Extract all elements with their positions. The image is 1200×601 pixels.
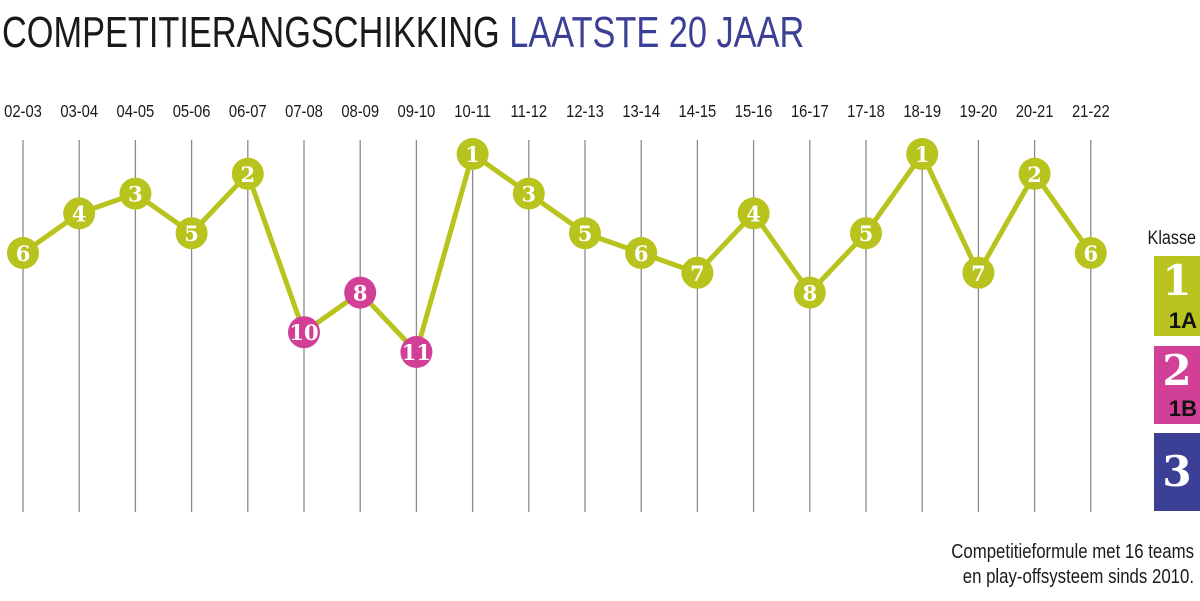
- season-label-14-15: 14-15: [679, 102, 717, 122]
- season-label-12-13: 12-13: [566, 102, 604, 122]
- season-label-17-18: 17-18: [847, 102, 885, 122]
- rank-label-10-11: 1: [465, 142, 480, 167]
- rank-point-14-15: [681, 256, 714, 289]
- season-label-09-10: 09-10: [398, 102, 436, 122]
- rank-point-18-19: [906, 138, 939, 170]
- rank-point-07-08: [288, 316, 320, 349]
- legend-number-2: 2: [1162, 346, 1192, 395]
- rank-label-16-17: 8: [802, 281, 817, 306]
- rank-point-21-22: [1074, 237, 1107, 269]
- legend-sub-1b: 1B: [1168, 396, 1197, 421]
- rank-point-08-09: [344, 276, 377, 309]
- legend-sub-1a: 1A: [1168, 308, 1197, 333]
- legend-swatch-klasse-1: 1 1A: [1154, 256, 1200, 336]
- legend-title: Klasse: [1147, 228, 1196, 249]
- chart-title: COMPETITIERANGSCHIKKING LAATSTE 20 JAAR: [2, 8, 804, 58]
- rank-label-02-03: 6: [16, 241, 31, 266]
- rank-label-20-21: 2: [1027, 162, 1042, 187]
- rank-label-09-10: 11: [402, 340, 431, 365]
- rank-label-04-05: 3: [128, 182, 143, 207]
- season-label-20-21: 20-21: [1016, 102, 1054, 122]
- rank-point-09-10: [400, 336, 433, 368]
- rank-point-12-13: [569, 217, 601, 250]
- season-label-16-17: 16-17: [791, 102, 829, 122]
- season-label-07-08: 07-08: [285, 102, 323, 122]
- rank-point-16-17: [793, 276, 826, 309]
- rank-point-05-06: [175, 217, 208, 250]
- rank-label-11-12: 3: [521, 182, 536, 207]
- ranking-line: [20, 149, 1094, 357]
- footnote: Competitieformule met 16 teams en play-o…: [951, 540, 1194, 590]
- season-label-03-04: 03-04: [60, 102, 98, 122]
- season-label-15-16: 15-16: [735, 102, 773, 122]
- footnote-line-1: Competitieformule met 16 teams: [951, 541, 1194, 563]
- rank-label-07-08: 10: [289, 320, 318, 345]
- chart-title-main: COMPETITIERANGSCHIKKING: [2, 8, 500, 57]
- season-label-10-11: 10-11: [454, 102, 491, 122]
- rank-point-11-12: [512, 177, 545, 210]
- season-label-18-19: 18-19: [903, 102, 941, 122]
- season-label-02-03: 02-03: [4, 102, 42, 122]
- chart-title-highlight: LAATSTE 20 JAAR: [509, 8, 805, 57]
- rank-label-21-22: 6: [1083, 241, 1098, 266]
- legend-number-1: 1: [1162, 256, 1192, 305]
- rank-point-10-11: [456, 138, 489, 170]
- season-label-21-22: 21-22: [1072, 102, 1110, 122]
- rank-point-15-16: [737, 197, 770, 230]
- rank-label-12-13: 5: [578, 221, 593, 246]
- season-label-06-07: 06-07: [229, 102, 267, 122]
- legend-number-3: 3: [1162, 447, 1192, 496]
- rank-point-06-07: [231, 157, 264, 190]
- rank-label-14-15: 7: [690, 261, 705, 286]
- rank-label-17-18: 5: [859, 221, 874, 246]
- season-label-08-09: 08-09: [341, 102, 379, 122]
- rank-label-06-07: 2: [240, 162, 255, 187]
- rank-point-19-20: [962, 256, 995, 289]
- season-label-11-12: 11-12: [510, 102, 547, 122]
- rank-label-18-19: 1: [915, 142, 930, 167]
- rank-point-13-14: [625, 237, 658, 269]
- rank-point-02-03: [7, 237, 39, 269]
- rank-label-13-14: 6: [634, 241, 649, 266]
- rank-point-04-05: [119, 177, 152, 210]
- season-label-19-20: 19-20: [960, 102, 998, 122]
- rank-label-15-16: 4: [746, 201, 761, 226]
- season-label-13-14: 13-14: [622, 102, 660, 122]
- rank-label-03-04: 4: [72, 201, 87, 226]
- season-label-04-05: 04-05: [117, 102, 155, 122]
- rank-point-20-21: [1018, 157, 1051, 190]
- season-label-05-06: 05-06: [173, 102, 211, 122]
- legend-swatch-klasse-2: 2 1B: [1154, 346, 1200, 424]
- rank-point-03-04: [63, 197, 96, 230]
- footnote-line-2: en play-offsysteem sinds 2010.: [962, 566, 1194, 588]
- rank-label-08-09: 8: [353, 281, 368, 306]
- rank-label-19-20: 7: [971, 261, 986, 286]
- legend-swatch-klasse-3: 3: [1154, 433, 1200, 511]
- rank-label-05-06: 5: [184, 221, 199, 246]
- rank-point-17-18: [850, 217, 882, 250]
